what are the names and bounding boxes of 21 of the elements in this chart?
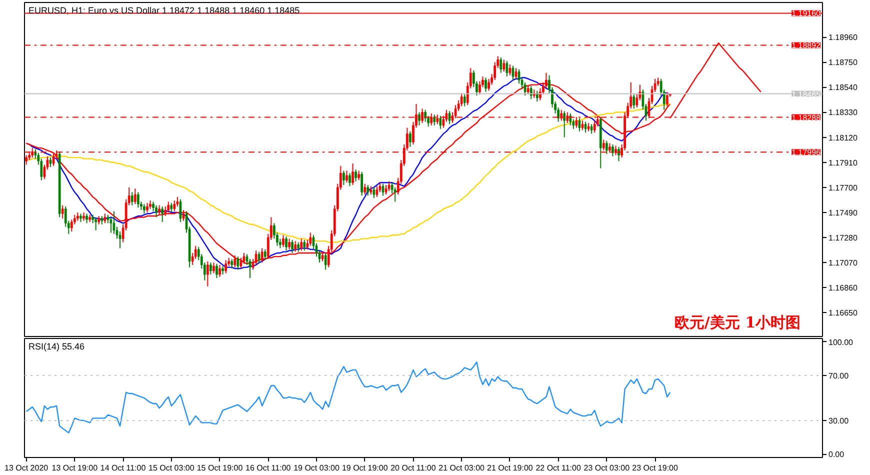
x-tick-label: 21 Oct 03:00 <box>438 464 486 472</box>
x-tick-label: 15 Oct 19:00 <box>196 464 244 472</box>
line-series <box>26 361 671 434</box>
x-tick-label: 19 Oct 03:00 <box>294 464 340 472</box>
x-tick-label: 21 Oct 19:00 <box>487 464 534 472</box>
y-tick-label: 100.00 <box>828 338 854 347</box>
x-tick-label: 19 Oct 19:00 <box>342 464 388 472</box>
y-tick-label: 70.00 <box>828 372 850 381</box>
chart-title: RSI(14) 55.46 <box>28 342 85 352</box>
x-tick-label: 13 Oct 2020 <box>4 464 49 472</box>
x-tick-label: 22 Oct 11:00 <box>536 464 582 472</box>
x-tick-label: 16 Oct 11:00 <box>246 464 292 472</box>
x-tick-label: 23 Oct 03:00 <box>584 464 630 472</box>
y-tick-label: 0.00 <box>828 450 845 460</box>
x-tick-label: 23 Oct 19:00 <box>632 464 678 472</box>
x-tick-label: 13 Oct 19:00 <box>52 464 98 472</box>
x-tick-label: 14 Oct 11:00 <box>100 464 146 472</box>
candlestick <box>25 154 28 166</box>
y-tick-label: 30.00 <box>828 416 850 426</box>
x-tick-label: 15 Oct 03:00 <box>148 464 195 472</box>
x-tick-label: 20 Oct 11:00 <box>390 464 436 472</box>
